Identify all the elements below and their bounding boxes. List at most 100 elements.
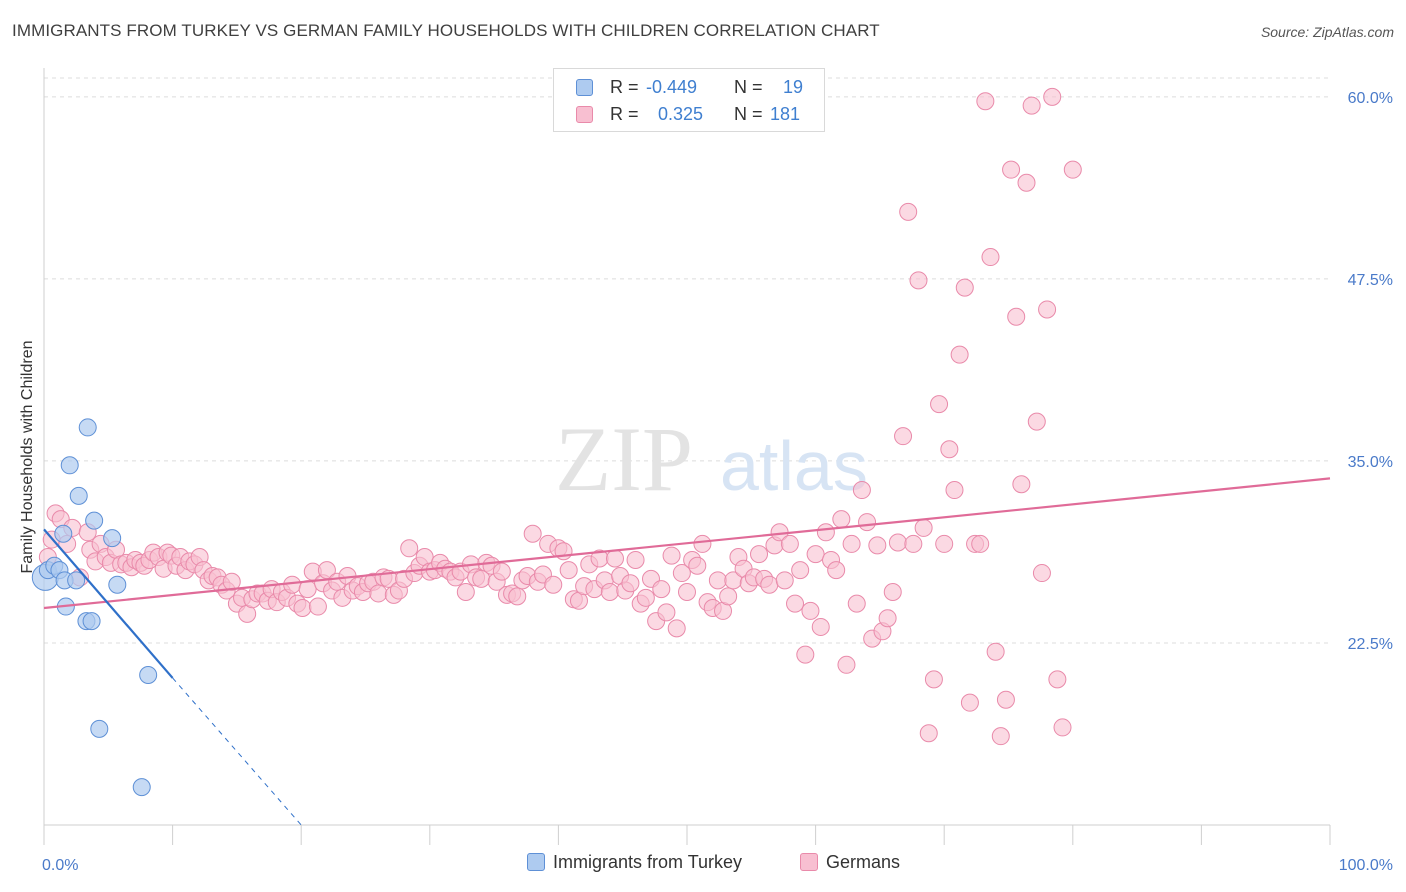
german-point xyxy=(1012,475,1031,494)
german-point xyxy=(559,561,578,580)
german-point xyxy=(508,587,527,606)
german-point xyxy=(945,481,964,500)
german-point xyxy=(924,670,943,689)
german-point xyxy=(976,92,995,111)
german-trend-line xyxy=(43,477,1331,610)
german-point xyxy=(786,594,805,613)
german-point xyxy=(652,580,671,599)
german-point xyxy=(369,584,388,603)
turkey-point xyxy=(82,612,101,631)
german-point xyxy=(760,575,779,594)
turkey-point xyxy=(67,571,86,590)
german-point xyxy=(878,609,897,628)
german-point xyxy=(1038,300,1057,319)
german-point xyxy=(492,562,511,581)
german-point xyxy=(672,564,691,583)
german-point xyxy=(837,655,856,674)
german-point xyxy=(852,481,871,500)
german-point xyxy=(919,724,938,743)
german-point xyxy=(600,582,619,601)
german-point xyxy=(544,575,563,594)
german-point xyxy=(667,619,686,638)
trend-lines xyxy=(43,477,1331,826)
german-point xyxy=(940,440,959,459)
x-tick-label-max: 100.0% xyxy=(1339,857,1393,874)
german-point xyxy=(950,345,969,364)
german-point xyxy=(888,533,907,552)
german-point xyxy=(626,550,645,569)
german-point xyxy=(960,693,979,712)
watermark: ZIP atlas xyxy=(555,408,868,510)
german-point xyxy=(1002,160,1021,179)
turkey-point xyxy=(60,456,79,475)
turkey-point xyxy=(54,524,73,543)
german-point xyxy=(293,599,312,618)
turkey-trend-extension xyxy=(172,677,302,826)
german-point xyxy=(1032,564,1051,583)
legend-swatch-turkey xyxy=(527,853,545,871)
german-point xyxy=(775,571,794,590)
stats-row-turkey: R = -0.449 N = 19 xyxy=(554,74,824,102)
legend-label-germans: Germans xyxy=(826,852,901,872)
german-point xyxy=(842,534,861,553)
german-point xyxy=(456,582,475,601)
german-point xyxy=(719,587,738,606)
stats-box: R = -0.449 N = 19 R = 0.325 N = 181 xyxy=(553,68,825,132)
german-point xyxy=(688,556,707,575)
n-label: N = xyxy=(734,104,763,124)
n-label: N = xyxy=(734,77,763,97)
german-swatch xyxy=(576,106,593,123)
german-point xyxy=(708,571,727,590)
german-point xyxy=(791,561,810,580)
german-point xyxy=(222,572,241,591)
legend-item-germans[interactable]: Germans xyxy=(800,852,900,876)
german-point xyxy=(796,645,815,664)
german-point xyxy=(1063,160,1082,179)
legend-swatch-germans xyxy=(800,853,818,871)
german-point xyxy=(986,642,1005,661)
y-tick-label: 22.5% xyxy=(1348,636,1393,653)
german-point xyxy=(1048,670,1067,689)
german-point xyxy=(847,594,866,613)
german-point xyxy=(811,617,830,636)
german-point xyxy=(971,534,990,553)
turkey-point xyxy=(85,511,104,530)
german-point xyxy=(858,513,877,532)
german-point xyxy=(899,202,918,221)
german-point xyxy=(894,427,913,446)
german-point xyxy=(400,539,419,558)
german-point xyxy=(1007,307,1026,326)
german-point xyxy=(1053,718,1072,737)
turkey-point xyxy=(108,575,127,594)
german-point xyxy=(827,561,846,580)
german-point xyxy=(750,545,769,564)
watermark-zip: ZIP xyxy=(555,408,693,510)
x-tick-label-min: 0.0% xyxy=(42,857,78,874)
german-point xyxy=(832,510,851,529)
german-point xyxy=(693,534,712,553)
german-point xyxy=(914,518,933,537)
turkey-point xyxy=(132,778,151,797)
german-point xyxy=(935,534,954,553)
turkey-point xyxy=(139,666,158,684)
german-point xyxy=(955,278,974,297)
legend-item-turkey[interactable]: Immigrants from Turkey xyxy=(527,852,742,876)
german-point xyxy=(996,690,1015,709)
german-point xyxy=(981,248,1000,267)
turkey-swatch xyxy=(576,79,593,96)
german-point xyxy=(780,534,799,553)
turkey-point xyxy=(69,486,88,505)
german-point xyxy=(1043,87,1062,106)
source-label: Source: ZipAtlas.com xyxy=(1260,24,1394,40)
turkey-point xyxy=(103,529,122,548)
german-point xyxy=(308,597,327,616)
turkey-point xyxy=(90,719,109,738)
german-point xyxy=(1027,412,1046,431)
german-point xyxy=(868,536,887,555)
german-point xyxy=(657,603,676,622)
r-value: -0.449 xyxy=(646,77,698,97)
german-point xyxy=(678,582,696,601)
german-point xyxy=(621,574,640,593)
chart-title: IMMIGRANTS FROM TURKEY VS GERMAN FAMILY … xyxy=(12,21,880,40)
german-point xyxy=(904,534,923,553)
